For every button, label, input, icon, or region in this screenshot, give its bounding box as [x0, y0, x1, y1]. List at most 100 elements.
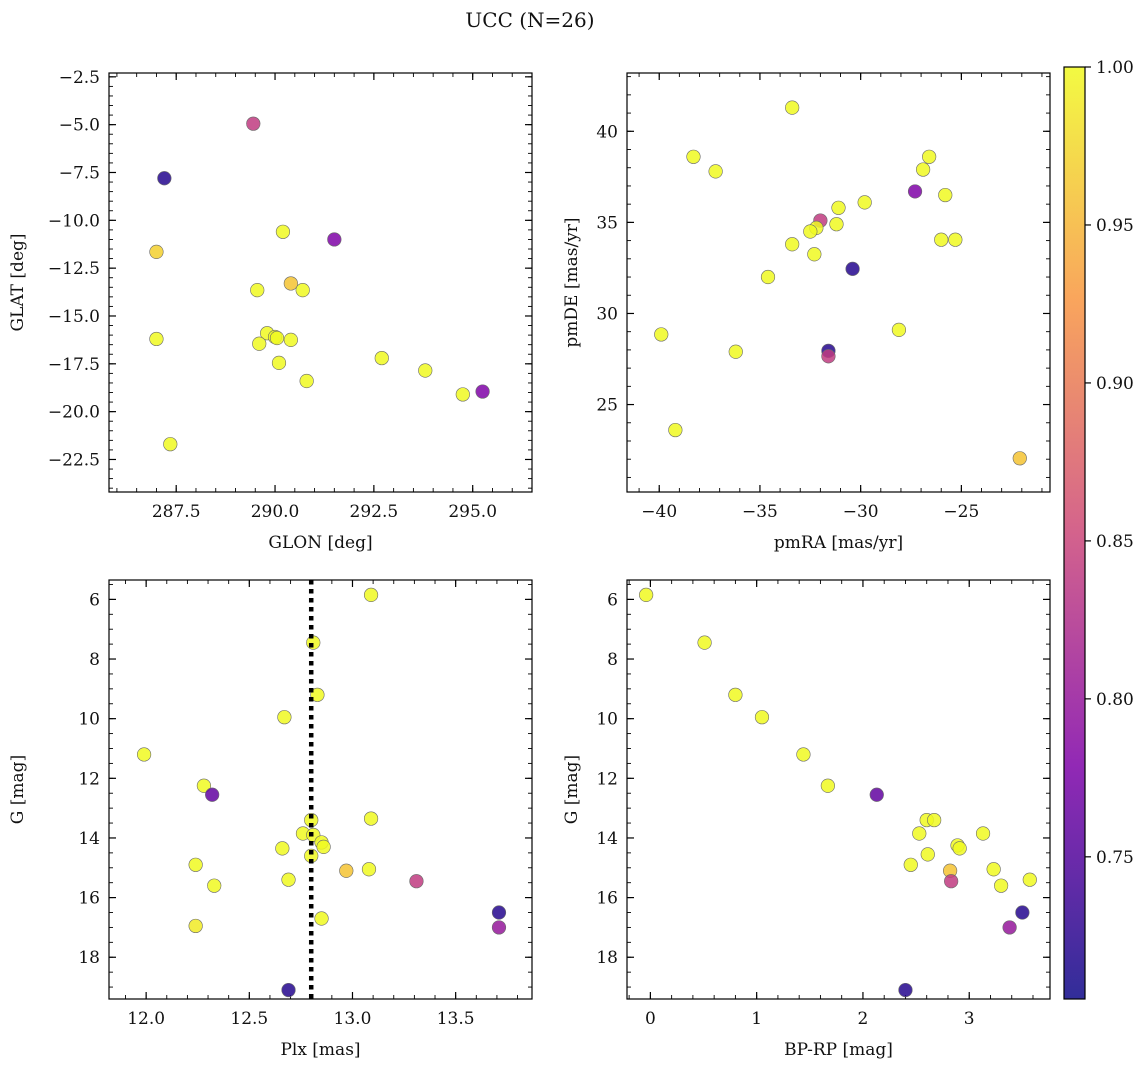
- data-point: [785, 237, 800, 252]
- x-tick-label: 1: [751, 1009, 762, 1029]
- data-point: [944, 874, 959, 889]
- data-point: [907, 184, 923, 199]
- x-tick-label: 12.0: [127, 1009, 165, 1029]
- data-point: [374, 350, 389, 366]
- y-axis-label: GLAT [deg]: [8, 233, 28, 331]
- x-axis-label: Plx [mas]: [280, 1040, 360, 1060]
- y-tick-label: 14: [78, 829, 100, 849]
- data-point: [1002, 920, 1017, 935]
- data-point: [845, 261, 860, 276]
- data-point: [149, 331, 164, 347]
- y-tick-label: 8: [89, 650, 100, 670]
- data-point: [760, 269, 776, 285]
- y-tick-label: 14: [596, 829, 618, 849]
- y-tick-label: −20.0: [48, 403, 100, 423]
- data-point: [796, 747, 811, 762]
- x-tick-label: −25: [943, 502, 979, 522]
- data-point: [310, 687, 325, 702]
- data-point: [820, 778, 835, 793]
- data-point: [654, 327, 669, 342]
- data-point: [975, 826, 991, 841]
- data-point: [708, 164, 723, 179]
- y-axis-label: G [mag]: [8, 755, 28, 824]
- data-point: [785, 100, 800, 115]
- x-axis-label: pmRA [mas/yr]: [774, 533, 903, 553]
- x-tick-label: 287.5: [152, 502, 201, 522]
- colorbar-tick-label: 0.80: [1096, 690, 1134, 710]
- data-point: [639, 587, 654, 603]
- data-point: [283, 276, 298, 291]
- data-point: [1012, 451, 1027, 466]
- data-point: [283, 332, 298, 347]
- plot-frame: [626, 72, 1051, 493]
- y-tick-label: 40: [596, 122, 618, 142]
- panel-plx_g: 12.0 12.5 13.0 13.5 6 8 10 12 14 16 18 Plx [mas] G […: [8, 579, 533, 1060]
- colorbar-gradient: [1064, 67, 1085, 999]
- data-point: [188, 857, 203, 872]
- data-point: [754, 710, 770, 725]
- x-tick-label: −40: [641, 502, 677, 522]
- y-tick-label: −12.5: [48, 259, 100, 279]
- figure-title: UCC (N=26): [465, 8, 594, 32]
- y-tick-label: −7.5: [59, 163, 100, 183]
- data-point: [938, 187, 953, 203]
- colorbar-tick-label: 0.95: [1096, 216, 1134, 236]
- data-point: [281, 982, 296, 998]
- colorbar-tick-label: 1.00: [1096, 58, 1134, 78]
- y-tick-label: 35: [596, 213, 618, 233]
- x-tick-label: 3: [964, 1009, 975, 1029]
- data-point: [807, 247, 822, 262]
- x-tick-label: 292.5: [350, 502, 399, 522]
- panel-glon_glat: 287.5 290.0 292.5 295.0 −22.5 −20.0 −17.5 −15.0…: [8, 68, 533, 553]
- panels: 287.5 290.0 292.5 295.0 −22.5 −20.0 −17.5 −15.0…: [8, 68, 1051, 1060]
- minor-ticks: [109, 73, 533, 492]
- data-point: [898, 982, 913, 998]
- y-axis-label: pmDE [mas/yr]: [562, 217, 582, 347]
- data-point: [295, 283, 310, 298]
- y-tick-label: 30: [596, 304, 618, 324]
- data-point: [281, 872, 296, 887]
- data-point: [299, 373, 314, 389]
- colorbar: 0.75 0.80 0.85 0.90 0.95 1.00: [1063, 58, 1134, 1000]
- data-point: [829, 217, 844, 232]
- scatter-points: [639, 587, 1037, 998]
- minor-ticks: [627, 580, 1050, 999]
- y-tick-label: 12: [78, 769, 100, 789]
- x-tick-label: −35: [742, 502, 778, 522]
- data-point: [915, 162, 931, 177]
- y-tick-label: 6: [89, 590, 100, 610]
- colorbar-tick-label: 0.85: [1096, 532, 1134, 552]
- y-tick-label: −5.0: [59, 116, 100, 136]
- data-point: [891, 322, 907, 337]
- data-point: [361, 862, 377, 877]
- x-tick-label: 2: [858, 1009, 869, 1029]
- data-point: [869, 787, 884, 802]
- x-tick-label: 290.0: [251, 502, 300, 522]
- data-point: [246, 116, 261, 131]
- data-point: [188, 918, 203, 934]
- data-point: [912, 826, 927, 841]
- y-tick-label: −17.5: [48, 355, 100, 375]
- data-point: [934, 232, 949, 247]
- colorbar-tick-label: 0.75: [1096, 848, 1134, 868]
- data-point: [728, 344, 743, 359]
- data-point: [327, 232, 342, 247]
- data-point: [728, 687, 743, 702]
- data-point: [491, 920, 507, 935]
- plot-frame: [108, 579, 533, 1000]
- x-axis-label: GLON [deg]: [268, 533, 372, 553]
- data-point: [136, 747, 152, 762]
- y-tick-label: 16: [78, 889, 100, 909]
- data-point: [857, 195, 872, 210]
- y-tick-label: 25: [596, 396, 618, 416]
- data-point: [821, 349, 836, 364]
- data-point: [157, 171, 172, 186]
- colorbar-tick-label: 0.90: [1096, 374, 1134, 394]
- data-point: [952, 841, 967, 856]
- data-point: [455, 387, 470, 402]
- y-tick-label: 6: [607, 590, 618, 610]
- data-point: [986, 862, 1001, 877]
- y-tick-label: −2.5: [59, 68, 100, 88]
